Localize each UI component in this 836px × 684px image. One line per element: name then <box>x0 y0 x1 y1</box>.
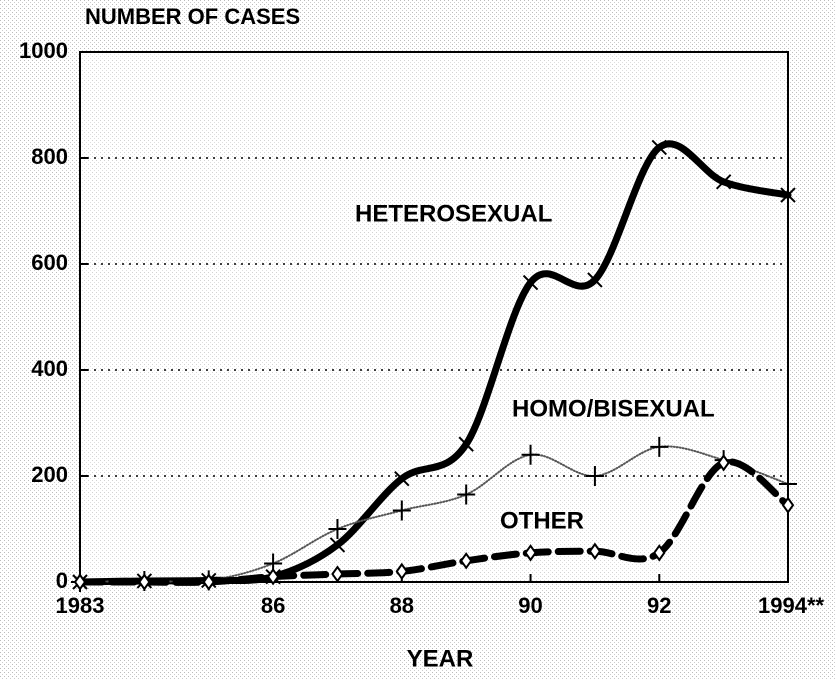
data-point <box>715 174 732 190</box>
data-point <box>329 537 346 553</box>
y-tick-label: 0 <box>56 568 68 593</box>
chart-title: NUMBER OF CASES <box>85 4 300 29</box>
data-point <box>202 573 215 591</box>
data-point <box>458 436 474 452</box>
x-tick-label: 1983 <box>56 593 105 618</box>
data-point <box>522 274 539 291</box>
series-label: HOMO/BISEXUAL <box>512 395 715 422</box>
x-tick-label: 92 <box>647 593 671 618</box>
y-tick-label: 600 <box>31 250 68 275</box>
data-point <box>651 139 667 156</box>
data-point <box>585 466 604 486</box>
x-axis-label: YEAR <box>407 645 474 672</box>
series-label: HETEROSEXUAL <box>355 200 552 227</box>
data-point <box>138 573 151 591</box>
data-point <box>780 187 796 203</box>
data-point <box>328 519 347 539</box>
series-label: OTHER <box>500 507 584 534</box>
data-point <box>524 544 537 562</box>
x-tick-label: 90 <box>518 593 542 618</box>
data-point <box>331 565 344 583</box>
data-point <box>73 573 87 591</box>
data-point <box>457 484 476 505</box>
data-point <box>588 542 602 560</box>
data-point <box>653 544 666 562</box>
plot-area <box>79 51 789 583</box>
y-tick-label: 800 <box>31 144 68 169</box>
y-tick-label: 200 <box>31 462 68 487</box>
y-tick-label: 400 <box>31 356 68 381</box>
data-point <box>717 454 730 472</box>
x-tick-label: 88 <box>390 593 414 618</box>
data-point <box>394 470 410 487</box>
x-tick-label: 1994** <box>758 593 825 618</box>
data-point <box>395 562 409 581</box>
data-point <box>459 552 473 570</box>
data-point <box>587 272 603 288</box>
data-point <box>781 496 795 514</box>
data-point <box>392 500 411 521</box>
data-point <box>266 567 280 586</box>
data-point <box>521 444 540 465</box>
x-tick-label: 86 <box>261 593 285 618</box>
y-tick-label: 1000 <box>19 38 68 63</box>
data-point <box>779 473 797 494</box>
data-point <box>650 436 669 457</box>
